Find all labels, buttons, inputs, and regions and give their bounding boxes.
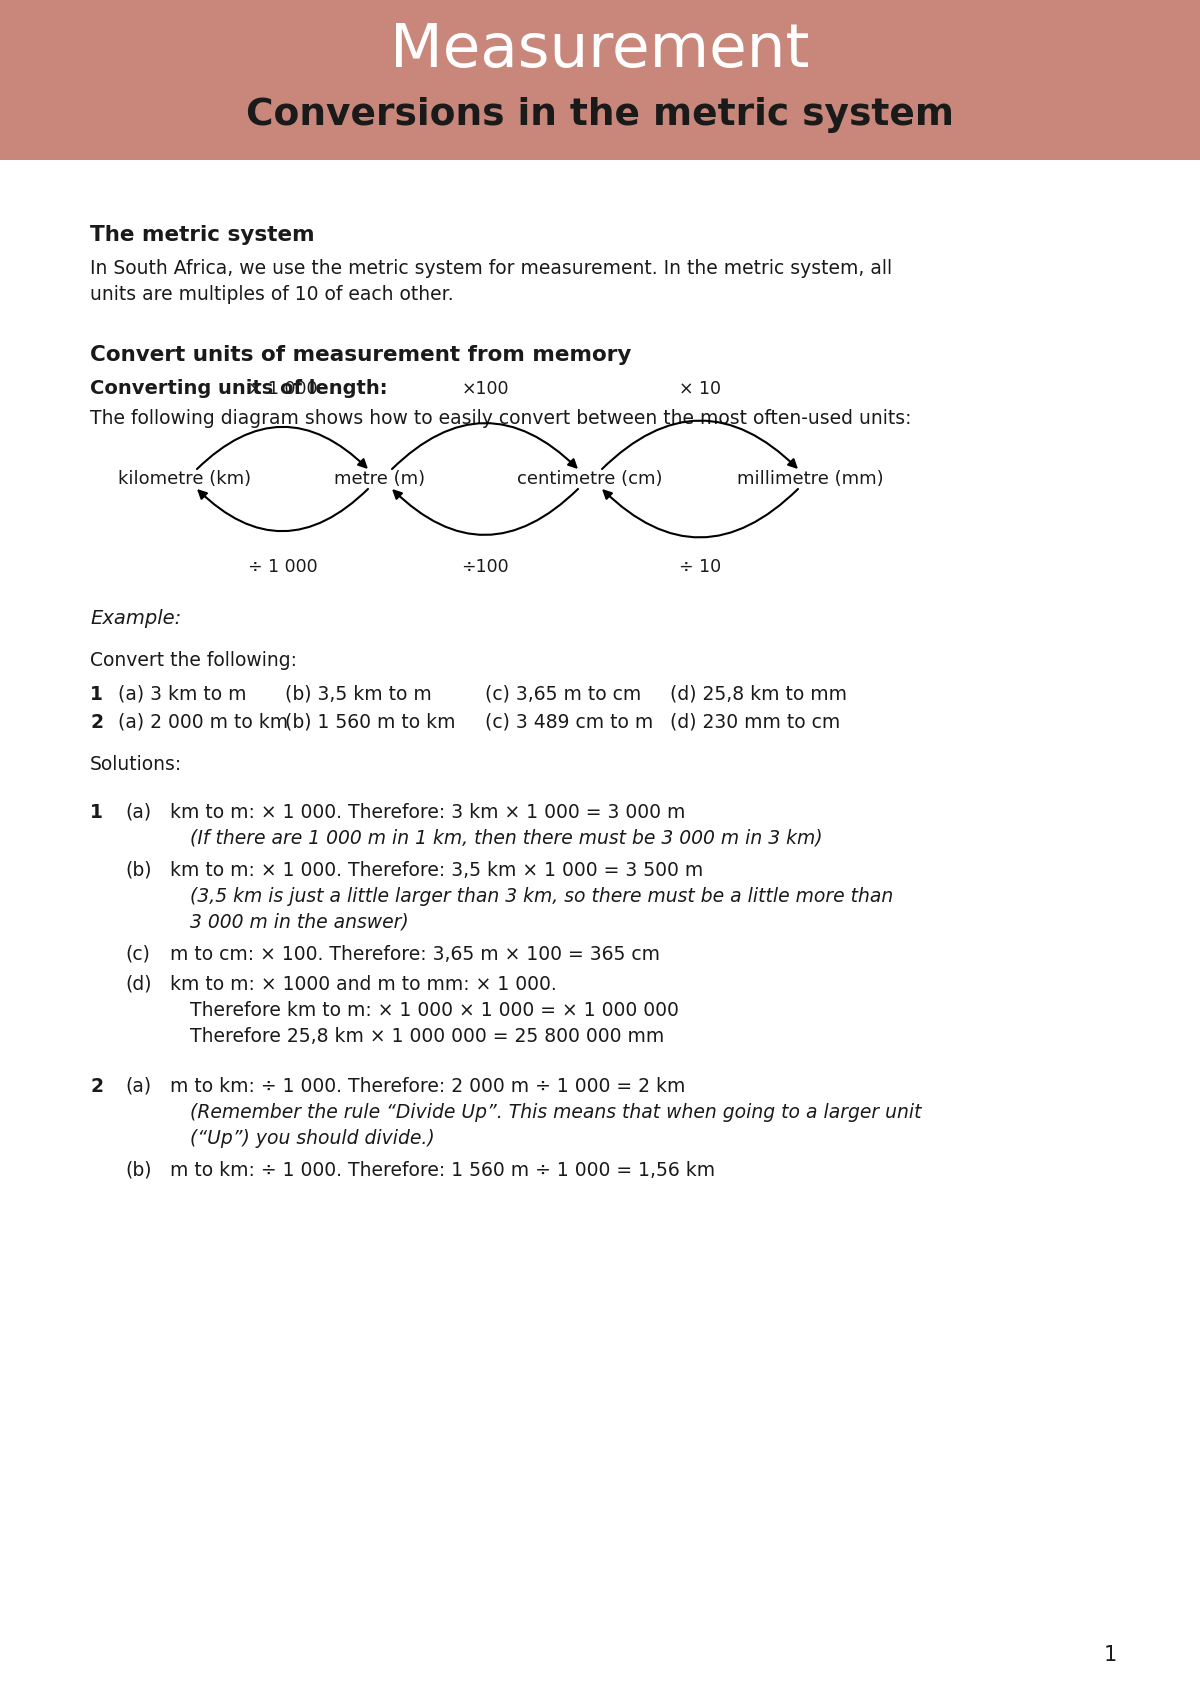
FancyArrowPatch shape <box>602 421 797 468</box>
Text: (a): (a) <box>125 1078 151 1096</box>
Text: 2: 2 <box>90 1078 103 1096</box>
Text: metre (m): metre (m) <box>335 470 426 489</box>
Text: (If there are 1 000 m in 1 km, then there must be 3 000 m in 3 km): (If there are 1 000 m in 1 km, then ther… <box>190 830 823 848</box>
FancyArrowPatch shape <box>394 489 578 535</box>
Text: (“Up”) you should divide.): (“Up”) you should divide.) <box>190 1129 434 1147</box>
Text: The metric system: The metric system <box>90 226 314 244</box>
Text: Convert the following:: Convert the following: <box>90 652 298 670</box>
Text: 1: 1 <box>1103 1644 1117 1665</box>
Text: (b): (b) <box>125 860 151 881</box>
Text: (d) 25,8 km to mm: (d) 25,8 km to mm <box>670 686 847 704</box>
Text: km to m: × 1 000. Therefore: 3 km × 1 000 = 3 000 m: km to m: × 1 000. Therefore: 3 km × 1 00… <box>170 803 685 821</box>
Text: ×100: ×100 <box>461 380 509 399</box>
Text: (b) 3,5 km to m: (b) 3,5 km to m <box>286 686 432 704</box>
Text: ÷100: ÷100 <box>461 558 509 575</box>
Text: Conversions in the metric system: Conversions in the metric system <box>246 97 954 132</box>
Text: (Remember the rule “Divide Up”. This means that when going to a larger unit: (Remember the rule “Divide Up”. This mea… <box>190 1103 922 1122</box>
Text: Therefore 25,8 km × 1 000 000 = 25 800 000 mm: Therefore 25,8 km × 1 000 000 = 25 800 0… <box>190 1027 665 1045</box>
Text: m to km: ÷ 1 000. Therefore: 1 560 m ÷ 1 000 = 1,56 km: m to km: ÷ 1 000. Therefore: 1 560 m ÷ 1… <box>170 1161 715 1179</box>
Text: m to km: ÷ 1 000. Therefore: 2 000 m ÷ 1 000 = 2 km: m to km: ÷ 1 000. Therefore: 2 000 m ÷ 1… <box>170 1078 685 1096</box>
Text: (c): (c) <box>125 945 150 964</box>
Text: × 10: × 10 <box>679 380 721 399</box>
Text: (b): (b) <box>125 1161 151 1179</box>
Text: Converting units of length:: Converting units of length: <box>90 378 388 399</box>
FancyArrowPatch shape <box>392 423 576 468</box>
Text: kilometre (km): kilometre (km) <box>119 470 252 489</box>
Text: km to m: × 1 000. Therefore: 3,5 km × 1 000 = 3 500 m: km to m: × 1 000. Therefore: 3,5 km × 1 … <box>170 860 703 881</box>
Text: millimetre (mm): millimetre (mm) <box>737 470 883 489</box>
Text: Example:: Example: <box>90 609 181 628</box>
Text: 1: 1 <box>90 686 103 704</box>
Text: Solutions:: Solutions: <box>90 755 182 774</box>
Text: (c) 3 489 cm to m: (c) 3 489 cm to m <box>485 713 653 731</box>
Text: (a) 2 000 m to km: (a) 2 000 m to km <box>118 713 288 731</box>
Text: ÷ 1 000: ÷ 1 000 <box>247 558 317 575</box>
FancyArrowPatch shape <box>604 489 798 538</box>
Text: (b) 1 560 m to km: (b) 1 560 m to km <box>286 713 456 731</box>
Text: Therefore km to m: × 1 000 × 1 000 = × 1 000 000: Therefore km to m: × 1 000 × 1 000 = × 1… <box>190 1001 679 1020</box>
Text: × 1 000: × 1 000 <box>247 380 317 399</box>
Text: units are multiples of 10 of each other.: units are multiples of 10 of each other. <box>90 285 454 304</box>
Text: (a): (a) <box>125 803 151 821</box>
Text: km to m: × 1000 and m to mm: × 1 000.: km to m: × 1000 and m to mm: × 1 000. <box>170 976 557 994</box>
Text: Measurement: Measurement <box>390 20 810 80</box>
Text: (d): (d) <box>125 976 151 994</box>
Text: 2: 2 <box>90 713 103 731</box>
Text: The following diagram shows how to easily convert between the most often-used un: The following diagram shows how to easil… <box>90 409 912 428</box>
Bar <box>0 0 1200 160</box>
FancyArrowPatch shape <box>199 489 368 531</box>
Text: 1: 1 <box>90 803 103 821</box>
Text: (d) 230 mm to cm: (d) 230 mm to cm <box>670 713 840 731</box>
Text: centimetre (cm): centimetre (cm) <box>517 470 662 489</box>
Text: ÷ 10: ÷ 10 <box>679 558 721 575</box>
Text: (a) 3 km to m: (a) 3 km to m <box>118 686 246 704</box>
Text: Convert units of measurement from memory: Convert units of measurement from memory <box>90 344 631 365</box>
Text: (3,5 km is just a little larger than 3 km, so there must be a little more than: (3,5 km is just a little larger than 3 k… <box>190 888 893 906</box>
Text: (c) 3,65 m to cm: (c) 3,65 m to cm <box>485 686 641 704</box>
Text: m to cm: × 100. Therefore: 3,65 m × 100 = 365 cm: m to cm: × 100. Therefore: 3,65 m × 100 … <box>170 945 660 964</box>
Text: 3 000 m in the answer): 3 000 m in the answer) <box>190 913 409 932</box>
FancyArrowPatch shape <box>197 428 366 468</box>
Text: In South Africa, we use the metric system for measurement. In the metric system,: In South Africa, we use the metric syste… <box>90 260 892 278</box>
